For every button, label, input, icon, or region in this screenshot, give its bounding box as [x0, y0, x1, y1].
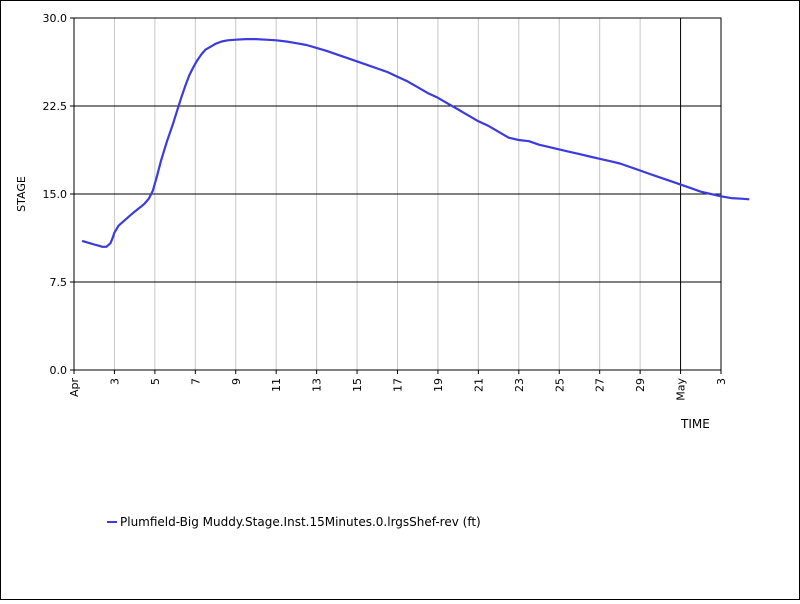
x-tick-label: 25 — [553, 378, 566, 392]
x-tick-labels: Apr 3 5 7 9 11 13 15 17 19 21 23 25 27 29 May 3 — [68, 370, 728, 401]
x-tick-label: 7 — [189, 378, 202, 385]
x-tick-label: 3 — [715, 378, 728, 385]
y-tick-label: 15.0 — [43, 188, 68, 201]
series-line — [81, 38, 750, 248]
x-tick-label: 11 — [270, 378, 283, 392]
y-tick-label: 30.0 — [43, 12, 68, 25]
y-tick-labels: 0.0 7.5 15.0 22.5 30.0 — [43, 12, 74, 377]
x-tick-label: 5 — [149, 378, 162, 385]
x-tick-label: 17 — [392, 378, 405, 392]
x-tick-label: May — [675, 378, 688, 401]
legend-label: Plumfield-Big Muddy.Stage.Inst.15Minutes… — [120, 515, 481, 529]
legend-swatch — [107, 521, 117, 523]
plot-area-border — [73, 17, 722, 371]
x-tick-label: 15 — [351, 378, 364, 392]
y-tick-label: 22.5 — [43, 100, 68, 113]
y-axis-label: STAGE — [15, 176, 28, 212]
grid-lines — [74, 18, 721, 370]
x-tick-label: 29 — [634, 378, 647, 392]
x-axis-label: TIME — [680, 417, 710, 431]
x-tick-label: 9 — [230, 378, 243, 385]
x-tick-label: 21 — [472, 378, 485, 392]
y-tick-label: 0.0 — [50, 364, 68, 377]
x-tick-label: Apr — [68, 378, 81, 398]
x-tick-label: 23 — [513, 378, 526, 392]
x-tick-label: 3 — [108, 378, 121, 385]
x-tick-label: 13 — [311, 378, 324, 392]
x-tick-label: 19 — [432, 378, 445, 392]
y-tick-label: 7.5 — [50, 276, 68, 289]
legend: Plumfield-Big Muddy.Stage.Inst.15Minutes… — [107, 515, 481, 529]
x-tick-label: 27 — [594, 378, 607, 392]
